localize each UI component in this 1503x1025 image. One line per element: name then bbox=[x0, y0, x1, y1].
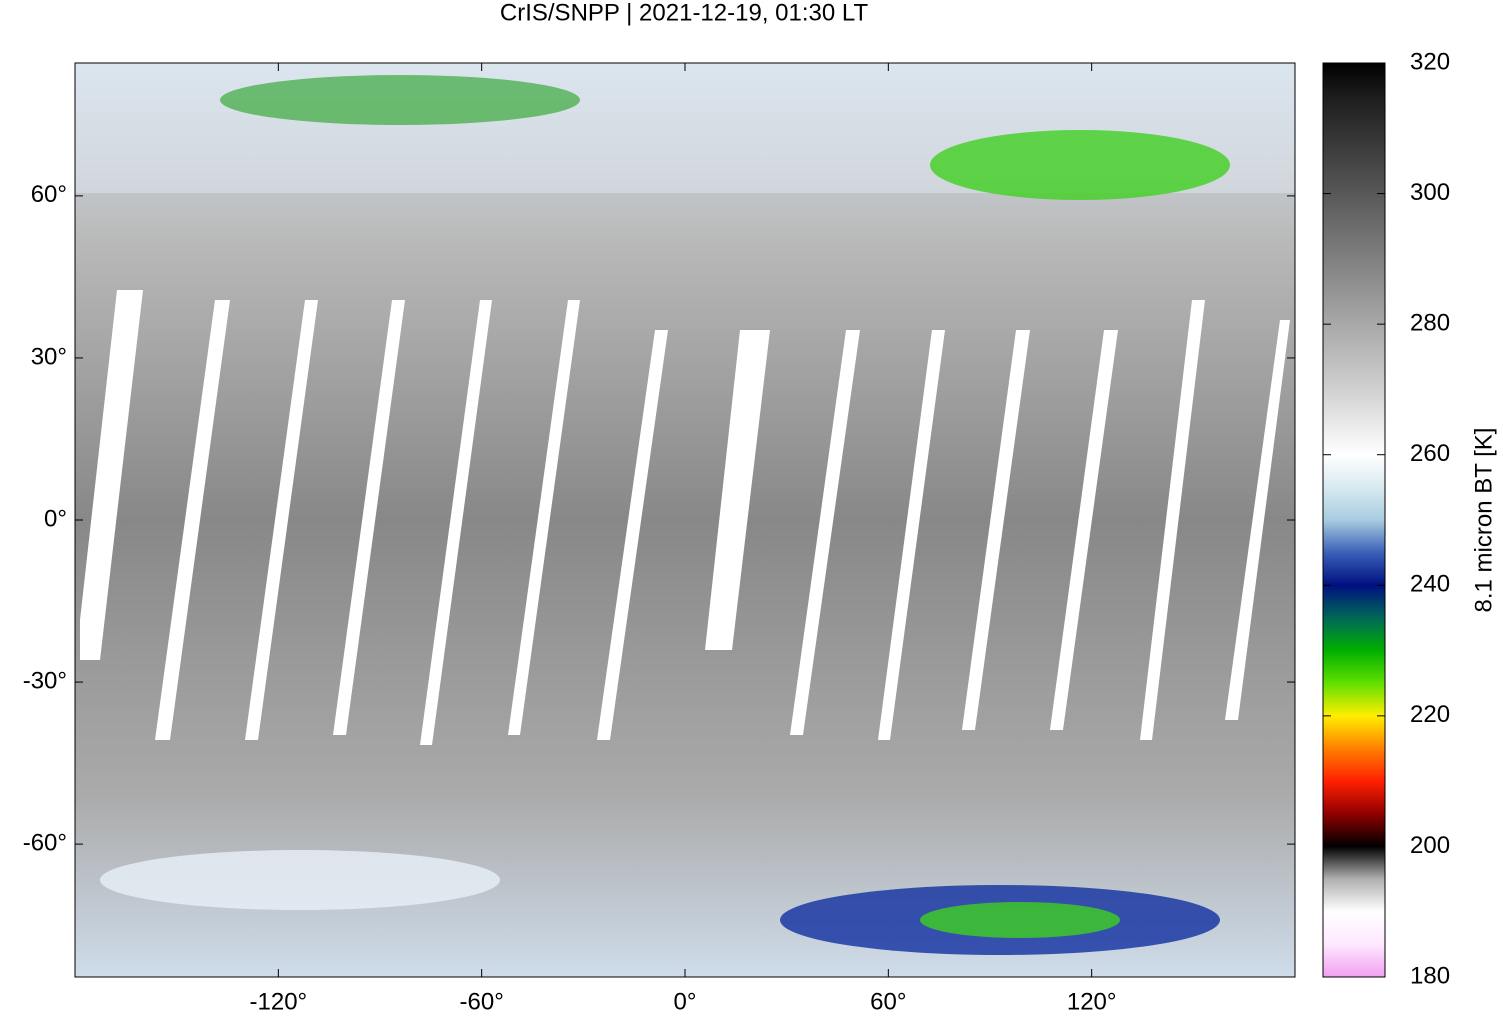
colorbar-tick-label: 180 bbox=[1410, 962, 1450, 989]
y-tick-label: -60° bbox=[23, 829, 67, 856]
colorbar-tick-label: 320 bbox=[1410, 48, 1450, 75]
chart-title: CrIS/SNPP | 2021-12-19, 01:30 LT bbox=[500, 0, 869, 26]
map-image bbox=[75, 63, 1295, 977]
colorbar-tick-label: 200 bbox=[1410, 832, 1450, 859]
y-tick-label: -30° bbox=[23, 667, 67, 694]
colorbar-tick-label: 300 bbox=[1410, 179, 1450, 206]
y-tick-label: 30° bbox=[31, 343, 67, 370]
colorbar-label: 8.1 micron BT [K] bbox=[1470, 428, 1497, 613]
x-tick-label: -120° bbox=[250, 988, 308, 1015]
colorbar-tick-label: 220 bbox=[1410, 701, 1450, 728]
x-tick-label: 60° bbox=[870, 988, 906, 1015]
colorbar-tick-label: 240 bbox=[1410, 571, 1450, 598]
colorbar-tick-label: 280 bbox=[1410, 309, 1450, 336]
x-tick-label: 120° bbox=[1067, 988, 1117, 1015]
y-tick-label: 60° bbox=[31, 181, 67, 208]
colorbar bbox=[1322, 62, 1386, 978]
colorbar-tick-label: 260 bbox=[1410, 440, 1450, 467]
y-tick-label: 0° bbox=[44, 505, 67, 532]
x-tick-label: -60° bbox=[460, 988, 504, 1015]
x-tick-label: 0° bbox=[674, 988, 697, 1015]
